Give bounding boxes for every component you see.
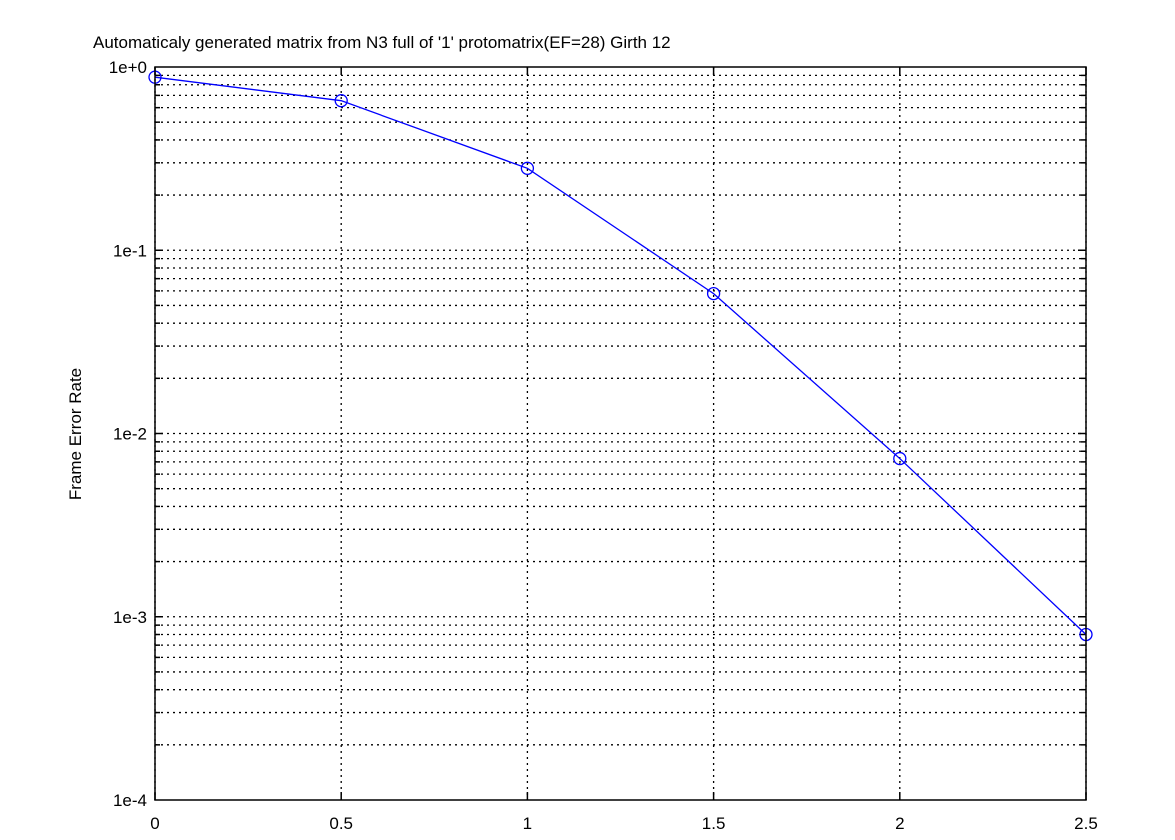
series-line <box>154 76 1087 635</box>
data-point-marker <box>893 451 907 466</box>
x-tick-label: 2 <box>895 814 904 833</box>
series <box>148 70 1093 642</box>
grid <box>154 67 1087 800</box>
x-tick-label: 2.5 <box>1074 814 1098 833</box>
data-point-marker <box>706 286 721 301</box>
x-tick-label: 1.5 <box>702 814 726 833</box>
chart-title: Automaticaly generated matrix from N3 fu… <box>93 33 671 52</box>
data-point-marker <box>334 94 348 108</box>
y-tick-label: 1e-2 <box>113 425 147 444</box>
y-tick-label: 1e-4 <box>113 791 147 810</box>
data-point-marker <box>520 161 535 175</box>
y-axis-label: Frame Error Rate <box>66 368 85 500</box>
y-tick-label: 1e-1 <box>113 241 147 260</box>
x-tick-label: 1 <box>523 814 532 833</box>
y-tick-label: 1e+0 <box>109 58 147 77</box>
axes-box <box>154 66 1087 801</box>
ticks: 0 0.5 1 1.5 2 2.5 1e+0 1e-1 1e-2 1e-3 1e-4 <box>109 58 1098 833</box>
y-tick-label: 1e-3 <box>113 608 147 627</box>
x-tick-label: 0 <box>150 814 159 833</box>
x-tick-label: 0.5 <box>329 814 353 833</box>
